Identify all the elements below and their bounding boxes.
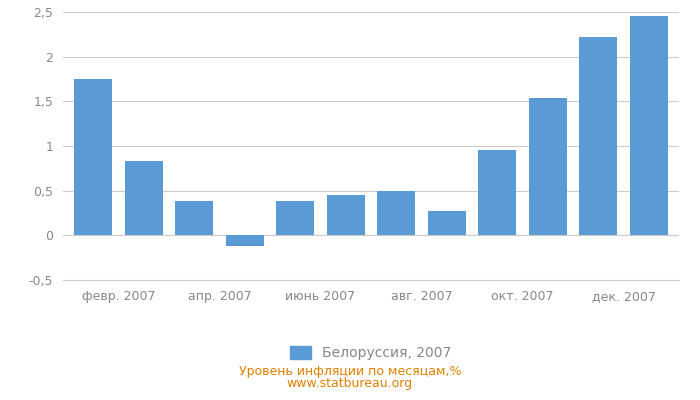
Bar	[226, 235, 264, 246]
Bar	[428, 211, 466, 235]
Bar	[528, 98, 567, 235]
Bar	[125, 161, 162, 235]
Bar	[74, 79, 112, 235]
Text: Уровень инфляции по месяцам,%: Уровень инфляции по месяцам,%	[239, 365, 461, 378]
Bar	[630, 16, 668, 235]
Bar	[276, 201, 314, 235]
Bar	[377, 191, 415, 235]
Bar	[580, 37, 617, 235]
Bar	[327, 195, 365, 235]
Text: www.statbureau.org: www.statbureau.org	[287, 378, 413, 390]
Legend: Белоруссия, 2007: Белоруссия, 2007	[285, 340, 457, 366]
Bar	[175, 201, 214, 235]
Bar	[478, 150, 516, 235]
